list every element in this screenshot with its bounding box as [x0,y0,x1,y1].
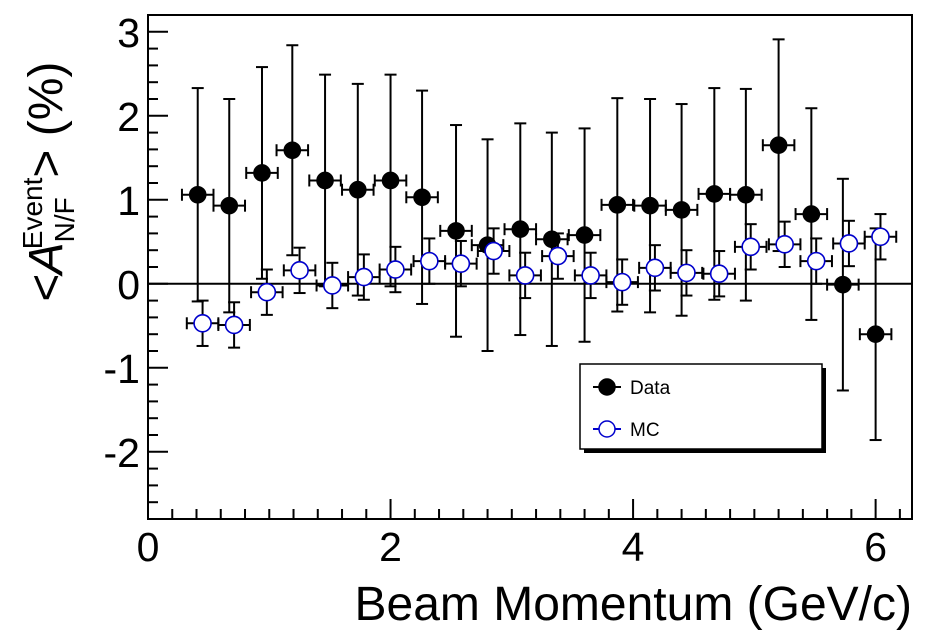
chart-marks [148,38,912,442]
data-point [381,171,400,190]
mc-point [581,266,600,285]
mc-point [420,251,439,271]
mc-point [839,234,859,253]
mc-point [290,261,309,280]
data-point [447,222,465,240]
data-point [608,196,627,214]
y-axis-title-text: <AN/FEvent> (%) [17,62,80,303]
mc-point [806,251,826,271]
data-point [866,325,885,344]
data-point [316,171,334,190]
data-point [188,185,207,204]
y-axis-title-superscript: Event [17,177,48,249]
legend: Data MC [579,363,826,453]
y-tick-label: -1 [104,346,140,392]
data-point [834,275,852,294]
legend-box [579,363,823,450]
mc-point [645,258,665,278]
x-tick-label: 0 [137,524,160,570]
data-point [348,180,367,199]
mc-point [677,263,696,283]
mc-point [709,264,729,284]
y-axis-title-suffix: > (%) [20,62,73,178]
data-point [802,205,821,223]
data-point [543,230,561,249]
data-point [511,220,530,238]
legend-data-marker [598,378,616,396]
data-point [575,226,594,244]
data-point [769,136,788,154]
y-axis-title: <AN/FEvent> (%) [17,62,80,303]
y-axis-title-main: <A [20,242,73,302]
mc-point [484,241,503,261]
legend-data-label: Data [630,378,671,399]
data-point [413,188,431,207]
mc-point [612,272,632,292]
legend-mc-marker [598,420,616,438]
data-point [737,185,755,204]
mc-point [548,246,568,266]
y-tick-label: -2 [104,430,140,476]
mc-point [323,276,342,295]
data-point [672,201,691,219]
mc-point [871,227,890,247]
y-tick-label: 2 [117,94,140,140]
legend-mc-label: MC [630,420,660,441]
data-point [641,196,659,215]
y-axis-title-subscript: N/F [49,197,80,242]
mc-point [775,235,794,254]
mc-point [451,254,471,273]
mc-point [224,315,244,335]
y-tick-label: 3 [117,10,140,56]
mc-point [193,313,212,333]
data-point [220,196,239,215]
axis-ticks: 0 2 4 6 -2 -1 0 1 2 3 [104,10,901,570]
x-tick-label: 4 [622,524,645,570]
mc-point [257,282,277,302]
mc-point [354,267,374,287]
data-point [705,185,724,203]
mc-point [515,266,535,285]
mc-point [386,260,405,279]
x-tick-label: 2 [379,524,402,570]
data-point [253,164,271,182]
data-point [283,141,302,160]
y-tick-label: 1 [117,178,140,224]
y-tick-label: 0 [117,262,140,308]
mc-point [741,237,761,257]
x-tick-label: 6 [864,524,887,570]
x-axis-title: Beam Momentum (GeV/c) [355,578,912,631]
